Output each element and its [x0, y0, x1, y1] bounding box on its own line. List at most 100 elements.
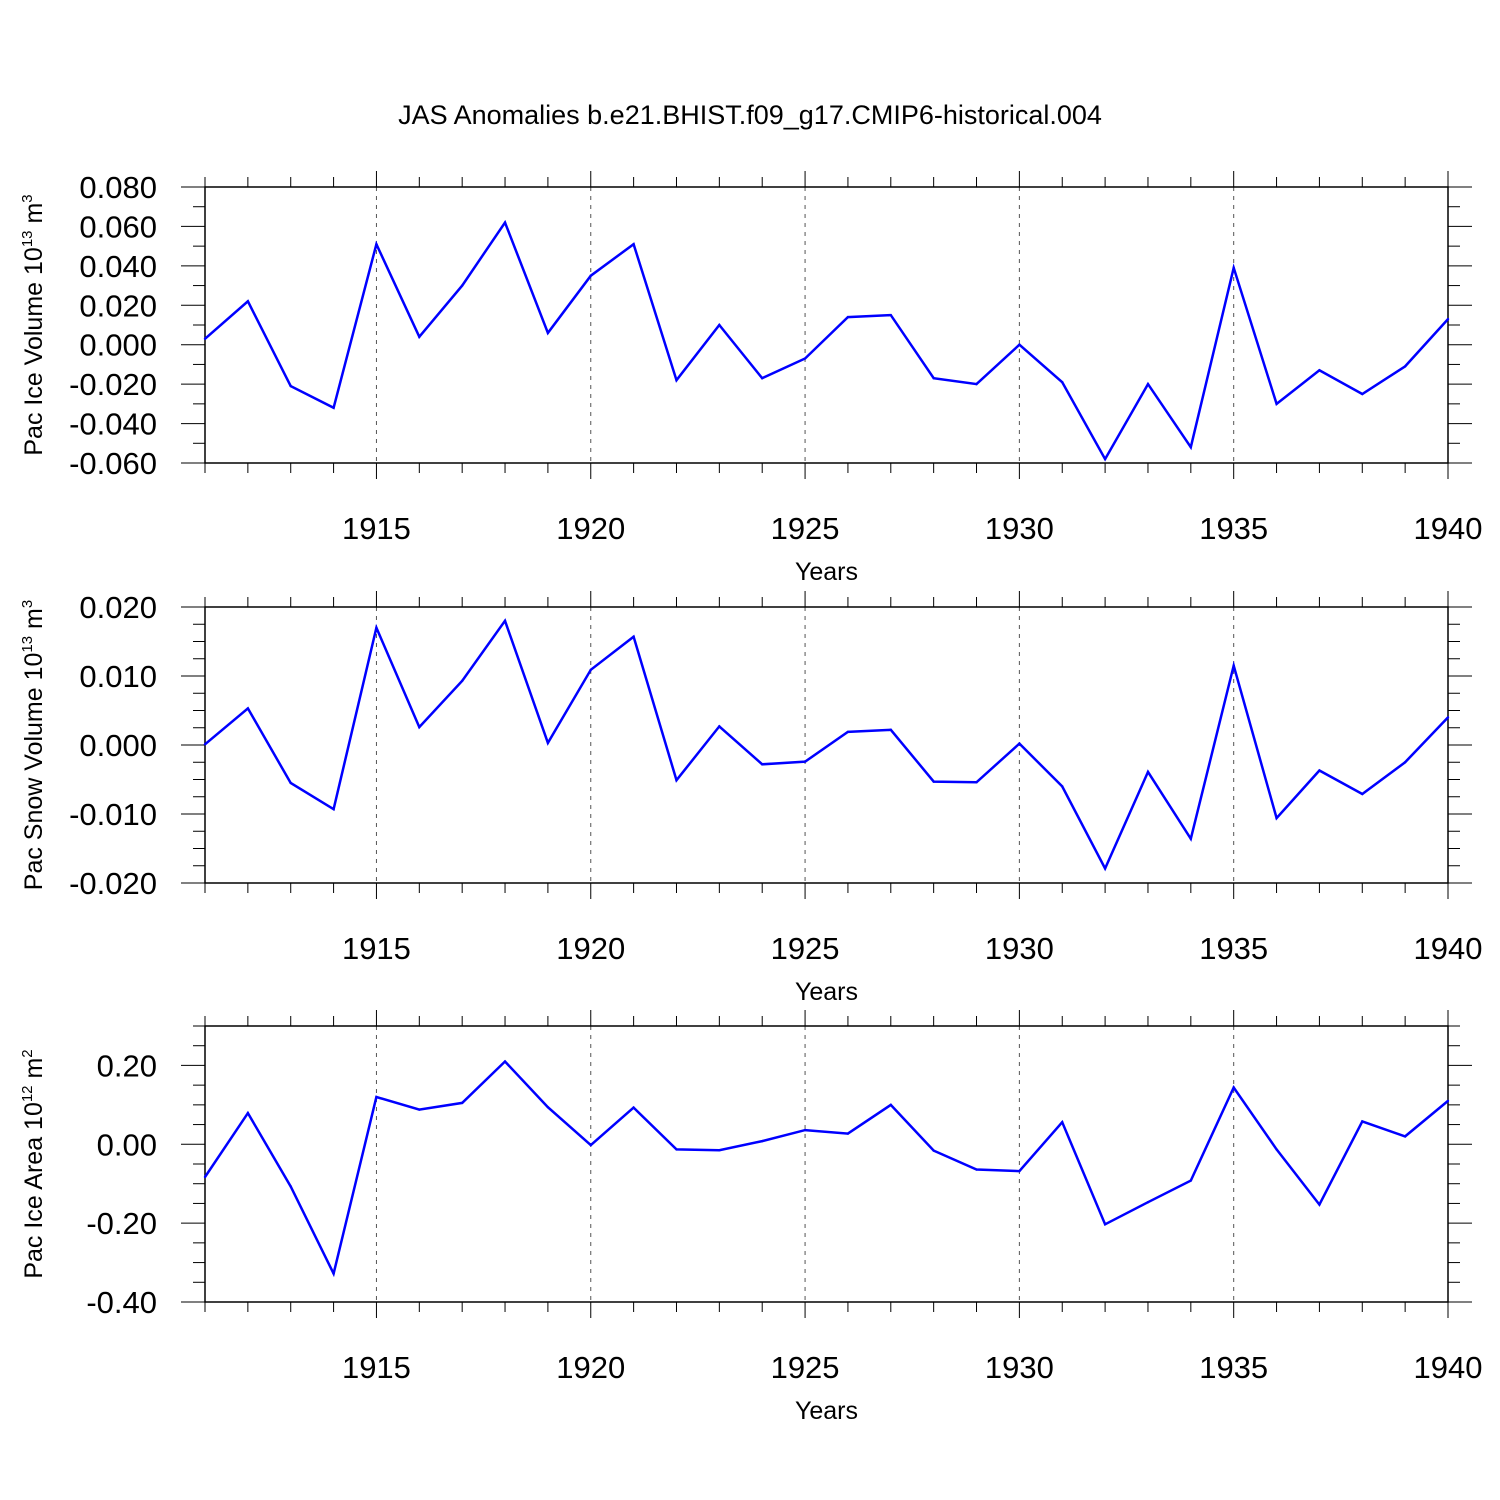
y-axis-label-text: Pac Snow Volume 10 — [20, 653, 48, 891]
x-tick-label: 1930 — [985, 511, 1054, 546]
data-point — [589, 1143, 592, 1147]
x-tick-label: 1915 — [342, 1350, 411, 1385]
data-point — [975, 1168, 978, 1171]
data-point — [932, 780, 935, 783]
data-point — [761, 377, 764, 380]
data-point — [1318, 369, 1321, 372]
x-tick-label: 1930 — [985, 931, 1054, 966]
data-point — [375, 242, 378, 246]
data-point — [418, 1108, 421, 1111]
y-axis-label-text: Pac Ice Area 10 — [20, 1102, 48, 1279]
data-point — [889, 313, 892, 317]
data-point — [1189, 1179, 1193, 1182]
data-point — [889, 728, 892, 732]
data-point — [460, 1101, 464, 1105]
panel-3: 1915 1920 1925 1930 1935 1940 -0.40 -0.20 0.00 0.… — [19, 1010, 1482, 1425]
data-point — [418, 725, 421, 729]
data-point — [1446, 1099, 1450, 1103]
x-axis-label: Years — [795, 558, 858, 586]
data-point — [1018, 1169, 1021, 1173]
data-point — [675, 379, 678, 382]
data-point — [503, 1060, 507, 1063]
plot-frame — [204, 606, 1449, 884]
data-point — [975, 781, 978, 784]
y-axis-label-text: Pac Ice Volume 10 — [20, 247, 48, 455]
x-tick-label: 1935 — [1199, 931, 1268, 966]
y-axis-label-unit-exponent: 3 — [19, 194, 36, 202]
x-tick-label: 1925 — [771, 931, 840, 966]
chart-title: JAS Anomalies b.e21.BHIST.f09_g17.CMIP6-… — [398, 100, 1102, 130]
y-axis-label-unit: m — [20, 203, 48, 231]
y-tick-label: 0.040 — [79, 249, 157, 284]
data-point — [1146, 382, 1150, 386]
data-point — [546, 741, 550, 745]
data-point — [246, 707, 250, 710]
data-point — [1275, 816, 1278, 820]
data-point — [1361, 1120, 1364, 1123]
data-point — [289, 384, 292, 388]
data-point — [1403, 365, 1407, 368]
data-point — [289, 781, 292, 785]
data-point — [1103, 867, 1107, 870]
y-tick-label: 0.020 — [79, 590, 157, 625]
data-point — [1361, 392, 1364, 396]
data-point — [1103, 457, 1107, 461]
y-axis-label-exponent: 13 — [19, 636, 36, 653]
data-point — [375, 626, 378, 629]
data-point — [246, 1111, 250, 1115]
y-tick-label: 0.020 — [79, 288, 157, 323]
y-tick-label: -0.020 — [69, 367, 157, 402]
data-point — [1103, 1223, 1107, 1226]
data-point — [718, 323, 721, 327]
y-tick-label: 0.060 — [79, 209, 157, 244]
data-point — [718, 1149, 721, 1152]
x-tick-label: 1935 — [1199, 511, 1268, 546]
data-point — [203, 743, 207, 746]
data-point — [289, 1185, 292, 1188]
data-point — [675, 778, 678, 782]
series-line — [204, 618, 1449, 872]
data-point — [1232, 664, 1235, 667]
y-tick-label: -0.020 — [69, 866, 157, 901]
data-point — [1275, 1148, 1278, 1151]
data-point — [718, 725, 721, 728]
x-tick-label: 1920 — [556, 511, 625, 546]
data-point — [418, 335, 421, 339]
data-point — [632, 242, 635, 246]
y-tick-label: -0.040 — [69, 407, 157, 442]
data-point — [1403, 1135, 1407, 1138]
y-tick-label: 0.000 — [79, 728, 157, 763]
data-point — [632, 635, 635, 638]
data-point — [1232, 1086, 1235, 1089]
panels: 1915 1920 1925 1930 1935 1940 -0.060 -0.040 -0.0… — [19, 170, 1482, 1425]
x-axis-label: Years — [795, 978, 858, 1006]
data-point — [889, 1103, 892, 1107]
x-tick-label: 1940 — [1414, 931, 1483, 966]
y-axis-label-unit: m — [20, 1058, 48, 1086]
data-point — [246, 300, 250, 303]
data-point — [1018, 742, 1021, 745]
x-tick-label: 1915 — [342, 511, 411, 546]
data-point — [1061, 785, 1064, 788]
y-tick-label: -0.010 — [69, 797, 157, 832]
data-point — [1189, 837, 1193, 841]
x-tick-label: 1930 — [985, 1350, 1054, 1385]
data-point — [503, 619, 507, 622]
x-tick-label: 1935 — [1199, 1350, 1268, 1385]
y-tick-label: 0.00 — [97, 1127, 157, 1162]
data-point — [1018, 343, 1021, 346]
y-tick-label: -0.20 — [86, 1206, 157, 1241]
data-point — [761, 763, 764, 766]
y-axis-label: Pac Ice Volume 1013 m3 — [19, 194, 48, 455]
data-point — [1361, 792, 1364, 796]
panel-1: 1915 1920 1925 1930 1935 1940 -0.060 -0.040 -0.0… — [19, 170, 1482, 586]
data-point — [546, 331, 550, 335]
x-tick-label: 1925 — [771, 1350, 840, 1385]
y-tick-label: 0.010 — [79, 659, 157, 694]
x-tick-label: 1920 — [556, 931, 625, 966]
data-point — [589, 274, 592, 277]
data-point — [589, 668, 592, 671]
plot-frame — [204, 1025, 1449, 1303]
data-point — [1318, 769, 1321, 772]
